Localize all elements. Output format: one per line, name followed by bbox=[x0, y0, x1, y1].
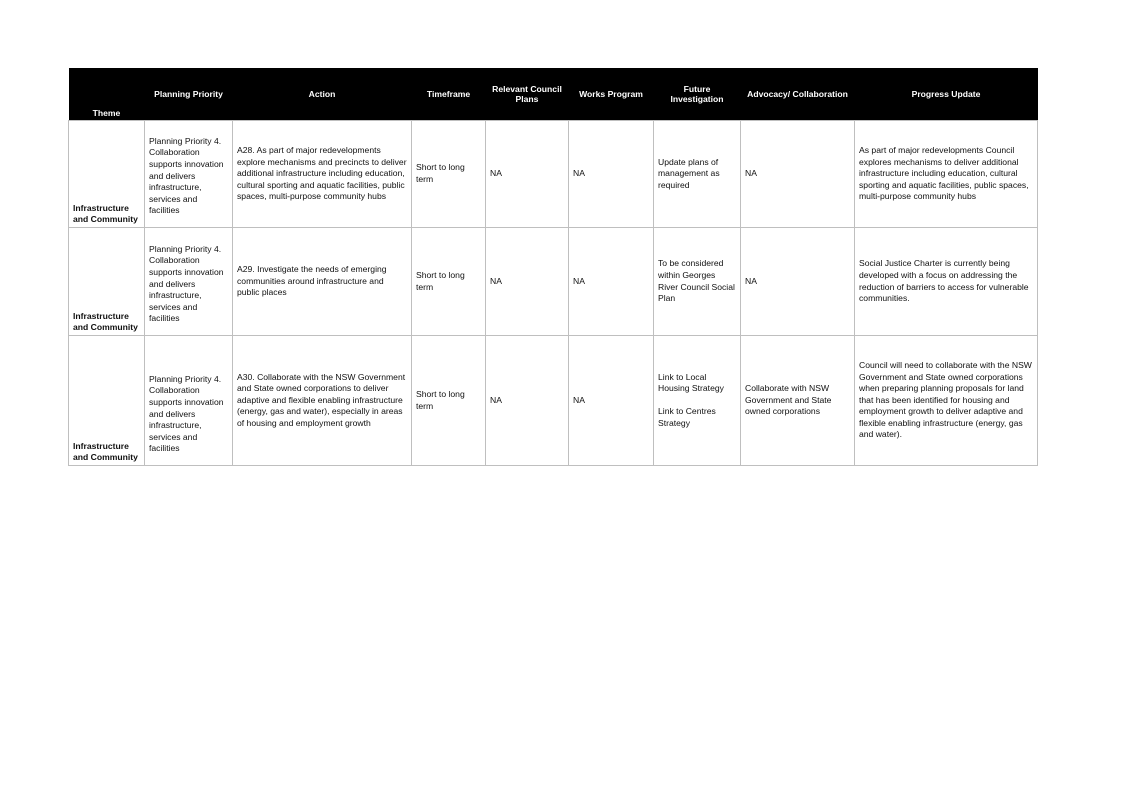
advocacy-collaboration-cell: NA bbox=[740, 227, 855, 336]
action-cell: A30. Collaborate with the NSW Government… bbox=[232, 335, 412, 466]
table-row: Infrastructure and Community Planning Pr… bbox=[68, 227, 1038, 336]
header-future-investigation: Future Investigation bbox=[653, 68, 741, 121]
action-cell: A29. Investigate the needs of emerging c… bbox=[232, 227, 412, 336]
relevant-council-plans-cell: NA bbox=[485, 120, 569, 228]
progress-update-cell: As part of major redevelopments Council … bbox=[854, 120, 1038, 228]
works-program-cell: NA bbox=[568, 227, 654, 336]
header-planning-priority: Planning Priority bbox=[144, 68, 233, 121]
works-program-cell: NA bbox=[568, 335, 654, 466]
theme-cell: Infrastructure and Community bbox=[68, 227, 145, 336]
planning-priority-cell: Planning Priority 4. Collaboration suppo… bbox=[144, 120, 233, 228]
header-timeframe: Timeframe bbox=[411, 68, 486, 121]
relevant-council-plans-cell: NA bbox=[485, 227, 569, 336]
future-investigation-text-2: Link to Centres Strategy bbox=[658, 406, 716, 428]
advocacy-collaboration-cell: Collaborate with NSW Government and Stat… bbox=[740, 335, 855, 466]
header-action: Action bbox=[232, 68, 412, 121]
table-row: Infrastructure and Community Planning Pr… bbox=[68, 335, 1038, 466]
timeframe-cell: Short to long term bbox=[411, 227, 486, 336]
theme-cell: Infrastructure and Community bbox=[68, 335, 145, 466]
planning-priority-cell: Planning Priority 4. Collaboration suppo… bbox=[144, 227, 233, 336]
table-row: Infrastructure and Community Planning Pr… bbox=[68, 120, 1038, 228]
progress-update-cell: Council will need to collaborate with th… bbox=[854, 335, 1038, 466]
header-relevant-council-plans: Relevant Council Plans bbox=[485, 68, 569, 121]
line-spacer bbox=[658, 395, 736, 407]
future-investigation-cell: To be considered within Georges River Co… bbox=[653, 227, 741, 336]
planning-priority-cell: Planning Priority 4. Collaboration suppo… bbox=[144, 335, 233, 466]
progress-update-cell: Social Justice Charter is currently bein… bbox=[854, 227, 1038, 336]
header-theme: Theme bbox=[68, 68, 145, 121]
future-investigation-text: To be considered within Georges River Co… bbox=[658, 258, 735, 304]
future-investigation-text: Update plans of management as required bbox=[658, 156, 720, 190]
future-investigation-cell: Link to Local Housing Strategy Link to C… bbox=[653, 335, 741, 466]
works-program-cell: NA bbox=[568, 120, 654, 228]
header-works-program: Works Program bbox=[568, 68, 654, 121]
advocacy-collaboration-cell: NA bbox=[740, 120, 855, 228]
theme-cell: Infrastructure and Community bbox=[68, 120, 145, 228]
table-header-row: Theme Planning Priority Action Timeframe… bbox=[68, 68, 1038, 121]
timeframe-cell: Short to long term bbox=[411, 120, 486, 228]
action-cell: A28. As part of major redevelopments exp… bbox=[232, 120, 412, 228]
future-investigation-cell: Update plans of management as required bbox=[653, 120, 741, 228]
timeframe-cell: Short to long term bbox=[411, 335, 486, 466]
header-advocacy-collaboration: Advocacy/ Collaboration bbox=[740, 68, 855, 121]
header-progress-update: Progress Update bbox=[854, 68, 1038, 121]
relevant-council-plans-cell: NA bbox=[485, 335, 569, 466]
planning-actions-table: Theme Planning Priority Action Timeframe… bbox=[68, 68, 1038, 466]
future-investigation-text: Link to Local Housing Strategy bbox=[658, 371, 724, 394]
